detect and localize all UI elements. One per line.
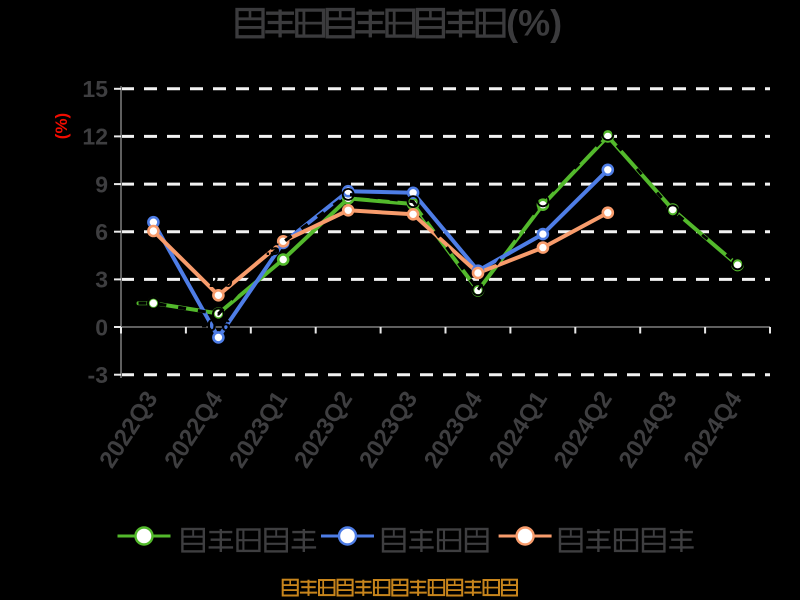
svg-text:15: 15 [82, 76, 108, 102]
svg-text:(%): (%) [52, 113, 71, 139]
svg-text:3: 3 [95, 267, 108, 293]
svg-text:0: 0 [95, 314, 108, 340]
svg-text:12: 12 [82, 124, 108, 150]
svg-text:9: 9 [95, 171, 108, 197]
svg-text:4.5: 4.5 [256, 240, 280, 259]
svg-text:-3: -3 [88, 362, 108, 388]
svg-text:2.0: 2.0 [209, 272, 233, 291]
svg-text:(%): (%) [506, 3, 562, 44]
svg-text:6: 6 [95, 219, 108, 245]
svg-text:-0.6: -0.6 [201, 316, 230, 335]
